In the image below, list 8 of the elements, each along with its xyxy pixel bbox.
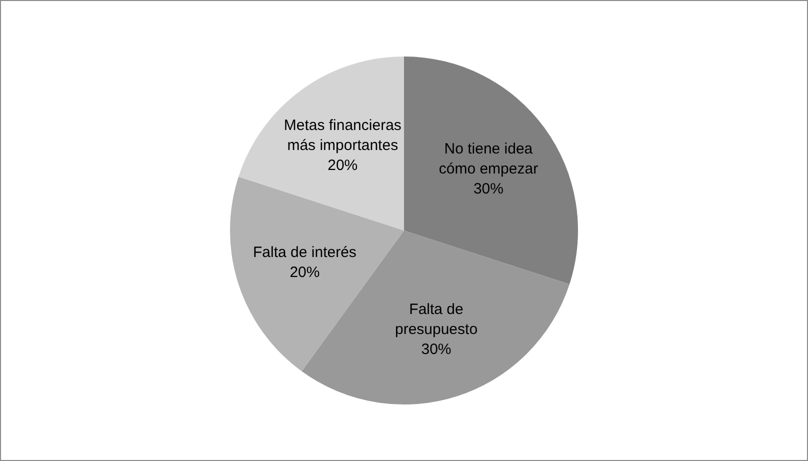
slice-label: Falta de presupuesto <box>394 300 478 338</box>
slice-label: Metas financieras más importantes <box>284 117 402 154</box>
slice-label: No tiene idea cómo empezar <box>438 140 538 178</box>
data-label: 30% <box>473 180 504 198</box>
data-label: 20% <box>328 157 358 174</box>
data-label: 30% <box>421 340 452 358</box>
data-label: 20% <box>290 264 320 281</box>
slice-label: Falta de interés <box>253 244 356 261</box>
